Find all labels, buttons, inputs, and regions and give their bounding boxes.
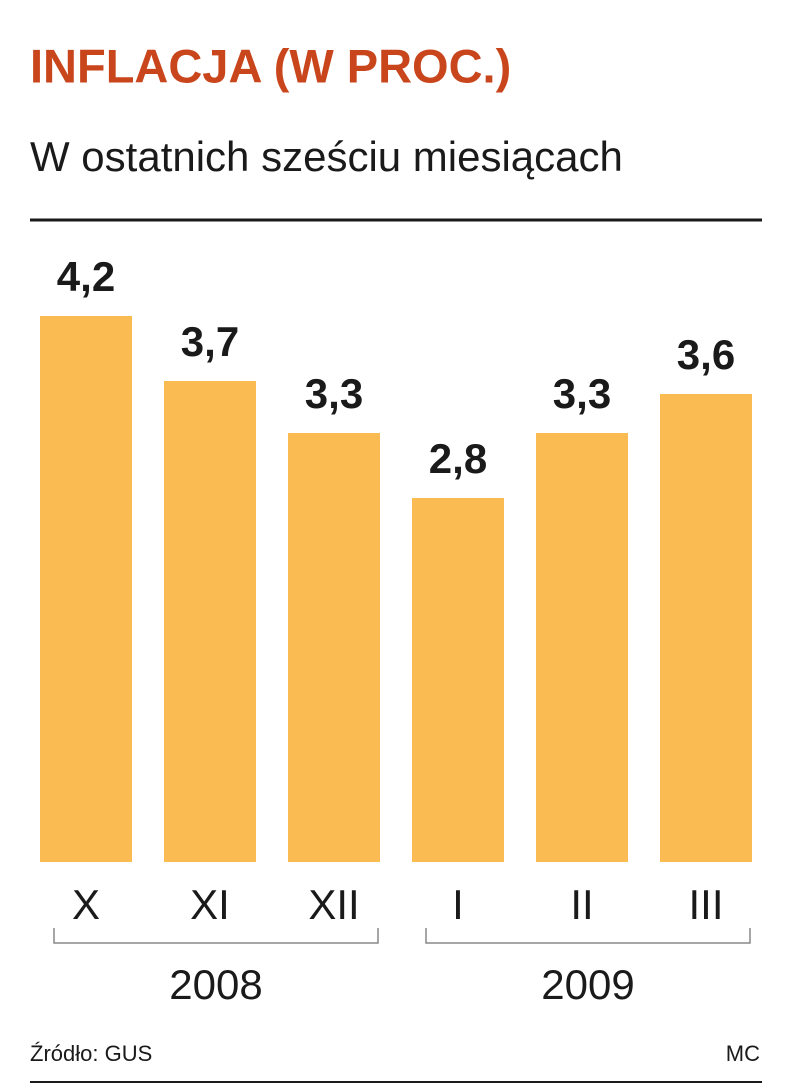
bar (40, 316, 132, 862)
group-bracket (425, 928, 751, 944)
chart-title: INFLACJA (W PROC.) (30, 39, 511, 92)
bar (164, 381, 256, 862)
group-label: 2008 (169, 961, 262, 1008)
x-tick-label: II (570, 881, 593, 928)
source: Źródło: GUS (30, 1041, 152, 1066)
value-label: 3,3 (553, 370, 611, 417)
bar (536, 433, 628, 862)
value-label: 3,3 (305, 370, 363, 417)
x-tick-label: XI (190, 881, 230, 928)
value-label: 4,2 (57, 253, 115, 300)
chart-subtitle: W ostatnich sześciu miesiącach (30, 133, 623, 180)
x-tick-label: I (452, 881, 464, 928)
bar (412, 498, 504, 862)
credit: MC (726, 1041, 760, 1066)
value-label: 3,7 (181, 318, 239, 365)
x-tick-label: X (72, 881, 100, 928)
bar (660, 394, 752, 862)
group-bracket (53, 928, 379, 944)
group-label: 2009 (541, 961, 634, 1008)
x-tick-label: XII (308, 881, 359, 928)
value-label: 2,8 (429, 435, 487, 482)
x-tick-label: III (688, 881, 723, 928)
value-label: 3,6 (677, 331, 735, 378)
bar (288, 433, 380, 862)
